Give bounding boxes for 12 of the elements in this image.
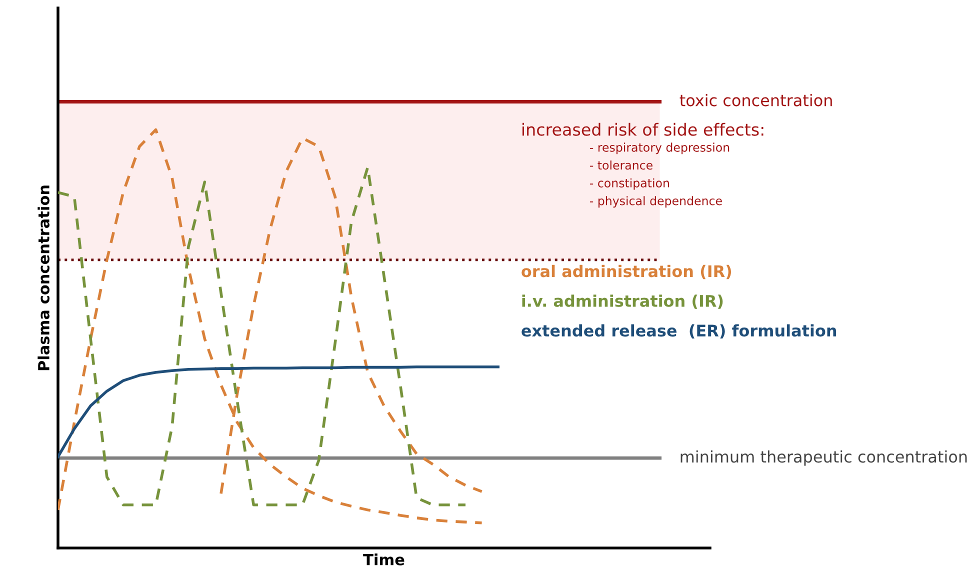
text: - tolerance xyxy=(590,160,652,170)
x-axis-title: Time xyxy=(363,554,404,566)
band-label: increased risk of side effects: xyxy=(522,122,764,136)
ref-line-label: minimum therapeutic concentration xyxy=(680,450,967,466)
y-axis-title: Plasma concentration xyxy=(38,186,50,370)
text: - respiratory depression xyxy=(590,142,730,154)
ref-line-label: toxic concentration xyxy=(680,94,832,106)
text: extended release (ER) formulation xyxy=(522,324,836,339)
text: - constipation xyxy=(590,178,669,190)
text: - physical dependence xyxy=(590,196,722,208)
text: oral administration (IR) xyxy=(522,264,732,280)
text: i.v. administration (IR) xyxy=(522,294,723,309)
